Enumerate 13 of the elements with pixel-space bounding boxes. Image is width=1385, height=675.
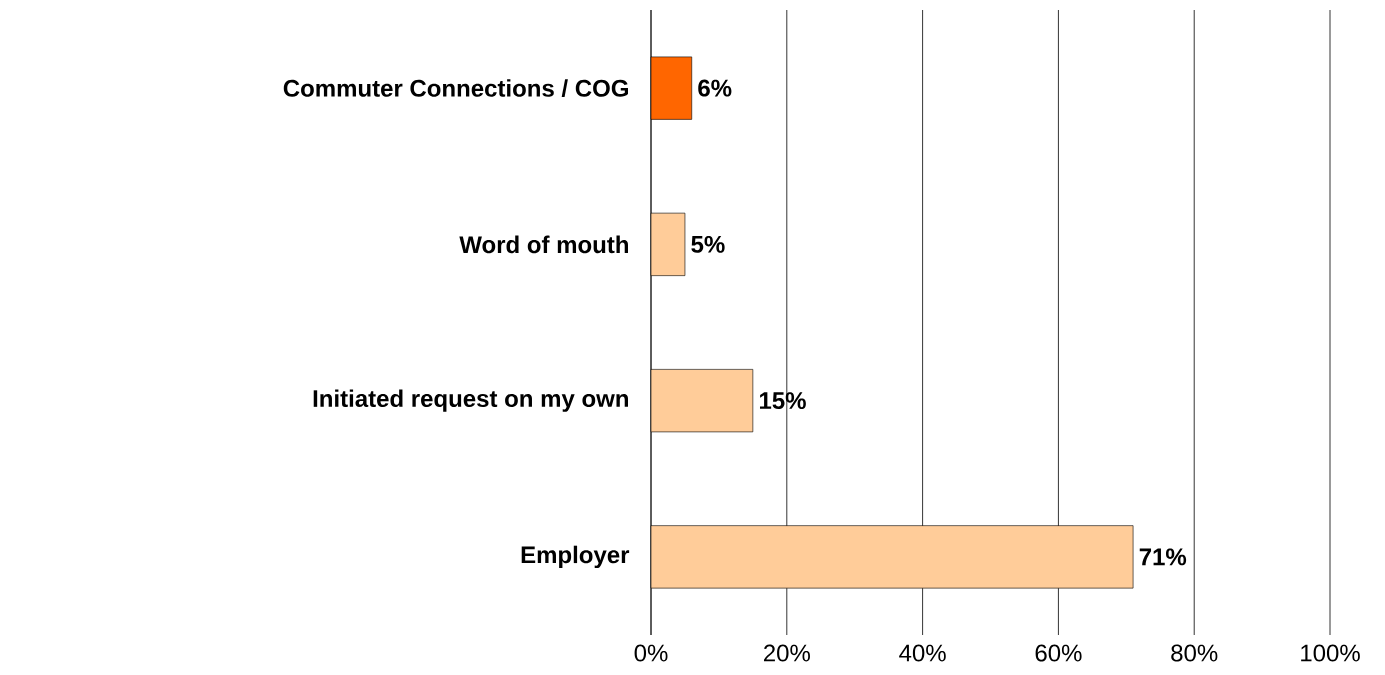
x-tick-label: 100% [1301,644,1360,662]
x-tick-label: 60% [1035,644,1082,662]
x-tick-label: 20% [763,644,810,662]
data-label: 71% [1139,548,1187,566]
data-label: 6% [698,79,732,97]
y-tick-label: Word of mouth [459,235,628,254]
y-tick-label: Commuter Connections / COG [283,79,628,98]
x-tick-label: 80% [1171,644,1218,662]
x-tick-label: 0% [634,644,668,662]
data-label: 5% [691,235,725,253]
x-tick-label: 40% [899,644,946,662]
y-tick-label: Employer [521,545,630,569]
y-tick-label: Initiated request on my own [313,389,628,412]
